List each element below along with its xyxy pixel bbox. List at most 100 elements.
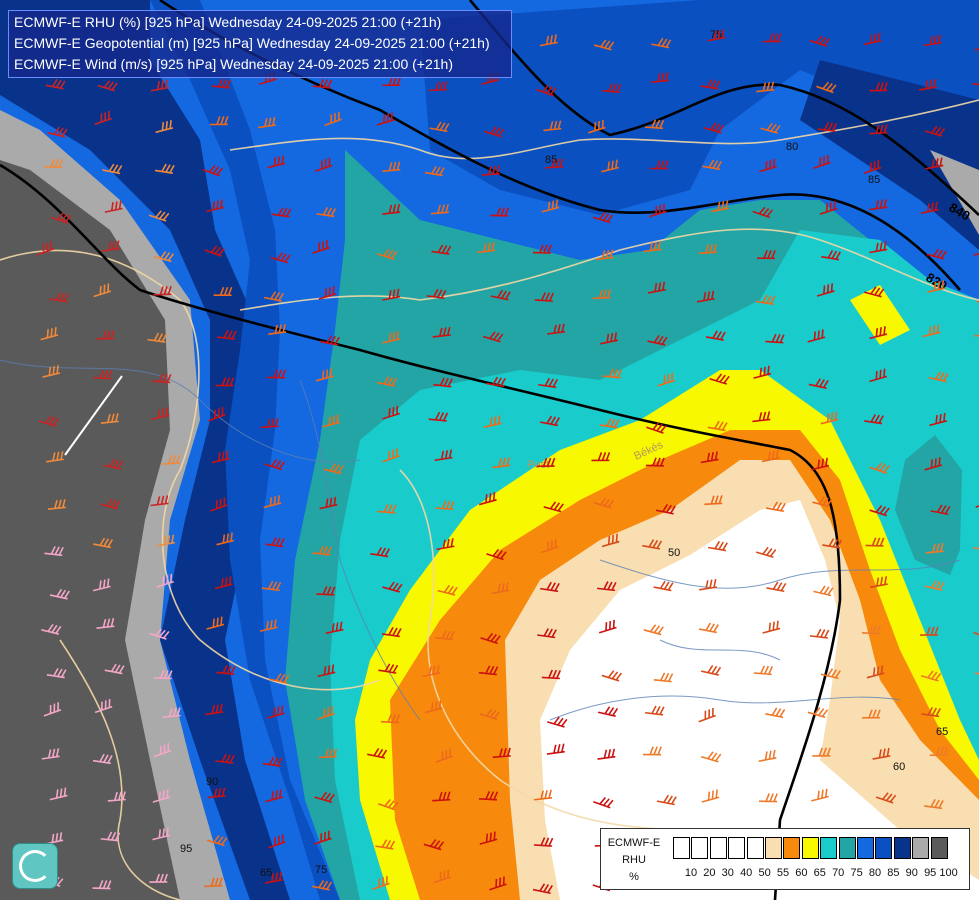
wind-barb: [601, 670, 623, 682]
wind-barb: [428, 81, 448, 92]
wind-barb: [761, 449, 780, 463]
wind-barb: [382, 76, 402, 87]
place-label-pest: Pest: [527, 459, 549, 471]
wind-barb: [536, 457, 556, 467]
legend-tick: 90: [905, 867, 918, 879]
wind-barb: [213, 286, 233, 296]
wind-barb: [96, 330, 115, 340]
wind-barb: [433, 869, 452, 884]
wind-barb: [597, 748, 616, 760]
legend-tick: 65: [813, 867, 826, 879]
wind-barb: [41, 748, 60, 760]
wind-barb: [753, 665, 774, 676]
wind-barb: [372, 875, 390, 891]
wind-barb-long: [64, 375, 123, 456]
legend-tick: 70: [832, 867, 845, 879]
wind-barb: [478, 665, 499, 676]
legend-swatch: [820, 837, 838, 859]
wind-barb: [532, 883, 553, 895]
wind-barb: [643, 624, 664, 636]
wind-barb: [154, 163, 175, 175]
wind-barb: [872, 747, 891, 760]
wind-barb: [100, 831, 121, 842]
wind-barb: [643, 241, 662, 253]
wind-barb: [536, 84, 557, 97]
wind-barb: [157, 534, 176, 547]
wind-barb: [435, 748, 454, 763]
wind-barb: [650, 72, 669, 84]
wind-barb: [382, 448, 400, 463]
wind-barb: [478, 791, 499, 801]
wind-barb: [206, 199, 225, 213]
wind-barb: [271, 207, 292, 218]
wind-barb: [42, 365, 61, 378]
wind-barb: [647, 281, 666, 294]
wind-barb: [265, 789, 283, 803]
legend-swatch: [691, 837, 709, 859]
wind-barb: [490, 289, 511, 301]
wind-barb: [808, 378, 829, 390]
wind-barb: [323, 463, 344, 475]
wind-barb: [259, 619, 278, 632]
wind-barb: [707, 540, 728, 552]
wind-barb: [316, 207, 337, 218]
wind-barb: [756, 249, 776, 260]
wind-barb: [325, 621, 344, 635]
wind-barb: [367, 748, 388, 759]
legend-tick: 20: [703, 867, 716, 879]
wind-barb: [215, 753, 235, 764]
wind-barb: [918, 78, 937, 91]
legend-tick: 75: [850, 867, 863, 879]
wind-barb: [104, 663, 125, 675]
wind-barb: [435, 500, 455, 511]
title-wind: ECMWF-E Wind (m/s) [925 hPa] Wednesday 2…: [14, 56, 453, 72]
legend-tick: 55: [776, 867, 790, 879]
legend-swatch: [801, 837, 819, 859]
wind-barb: [318, 286, 337, 300]
wind-barb: [642, 539, 663, 550]
wind-barb: [264, 459, 286, 471]
band-navy-west: [0, 0, 290, 900]
wind-barb: [601, 533, 620, 548]
legend-swatch: [838, 837, 856, 859]
wind-barb: [597, 706, 619, 717]
wind-barb: [153, 285, 172, 296]
wind-barb: [204, 245, 225, 257]
wind-barb: [863, 286, 885, 298]
wind-barb: [378, 663, 399, 674]
wind-barb: [382, 161, 401, 172]
contour-label: 60: [893, 761, 905, 773]
wind-barb: [649, 160, 669, 170]
wind-barb: [863, 159, 882, 175]
wind-barb: [696, 290, 715, 303]
wind-barb: [482, 331, 504, 343]
wind-barb: [97, 80, 118, 92]
wind-barb: [40, 327, 59, 341]
wind-barb: [709, 373, 730, 385]
wind-barb: [592, 212, 614, 224]
wind-barb: [930, 504, 951, 516]
contour-label: 65: [936, 726, 948, 738]
wind-barb: [215, 377, 235, 387]
wind-barb: [156, 573, 174, 588]
wind-barb: [46, 668, 67, 679]
wind-barb: [377, 503, 397, 514]
band-blue-north: [420, 0, 979, 215]
wind-barb: [864, 414, 884, 425]
contour-label: 50: [668, 547, 680, 559]
wind-barb: [257, 116, 276, 129]
wind-barb: [711, 200, 730, 213]
wind-barb: [479, 831, 498, 845]
legend-swatch: [783, 837, 801, 859]
wind-barb: [479, 708, 501, 721]
legend-tick: 30: [721, 867, 734, 879]
legend-swatch: [930, 837, 948, 859]
wind-barb: [38, 415, 60, 427]
wind-barb: [43, 702, 62, 717]
wind-barb: [602, 368, 623, 379]
wind-barb: [698, 622, 719, 634]
wind-barb: [600, 332, 619, 345]
wind-barb: [657, 372, 676, 387]
wind-barb: [262, 756, 283, 767]
